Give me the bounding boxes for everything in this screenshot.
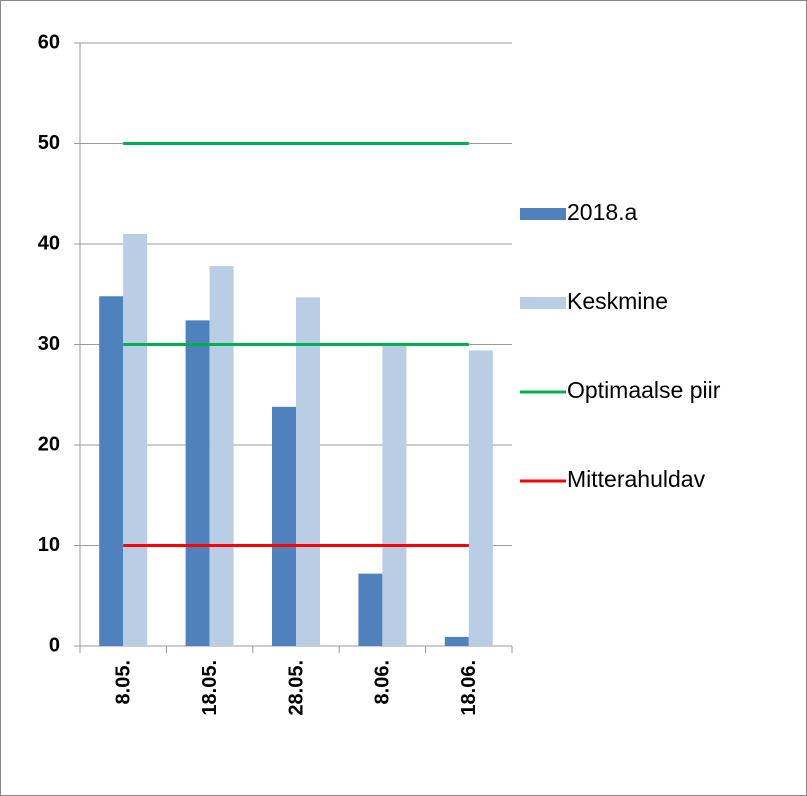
x-tick-label: 8.06. xyxy=(372,660,394,704)
y-tick-label: 60 xyxy=(38,31,60,53)
bar xyxy=(185,320,210,646)
bar xyxy=(444,636,469,646)
legend-label: Mitterahuldav xyxy=(567,466,706,492)
y-tick-label: 50 xyxy=(38,132,60,154)
legend-label: Optimaalse piir xyxy=(567,377,721,403)
bar xyxy=(123,233,148,646)
legend-swatch xyxy=(520,208,566,220)
legend-swatch xyxy=(520,297,566,309)
y-tick-label: 20 xyxy=(38,433,60,455)
legend-label: Keskmine xyxy=(567,288,668,314)
bar xyxy=(272,406,296,646)
x-tick-label: 28.05. xyxy=(285,660,307,716)
x-tick-label: 18.05. xyxy=(199,660,221,716)
y-tick-label: 40 xyxy=(38,232,60,254)
bar xyxy=(296,297,320,646)
bar xyxy=(99,296,124,646)
x-tick-label: 8.05. xyxy=(112,660,134,704)
bar xyxy=(209,266,234,646)
y-tick-label: 0 xyxy=(49,634,60,656)
bar xyxy=(382,344,407,646)
legend-label: 2018.a xyxy=(567,199,638,225)
y-tick-label: 30 xyxy=(38,333,60,355)
bar xyxy=(468,350,493,646)
y-tick-label: 10 xyxy=(38,534,60,556)
x-tick-label: 18.06. xyxy=(458,660,480,716)
bar xyxy=(358,573,383,646)
